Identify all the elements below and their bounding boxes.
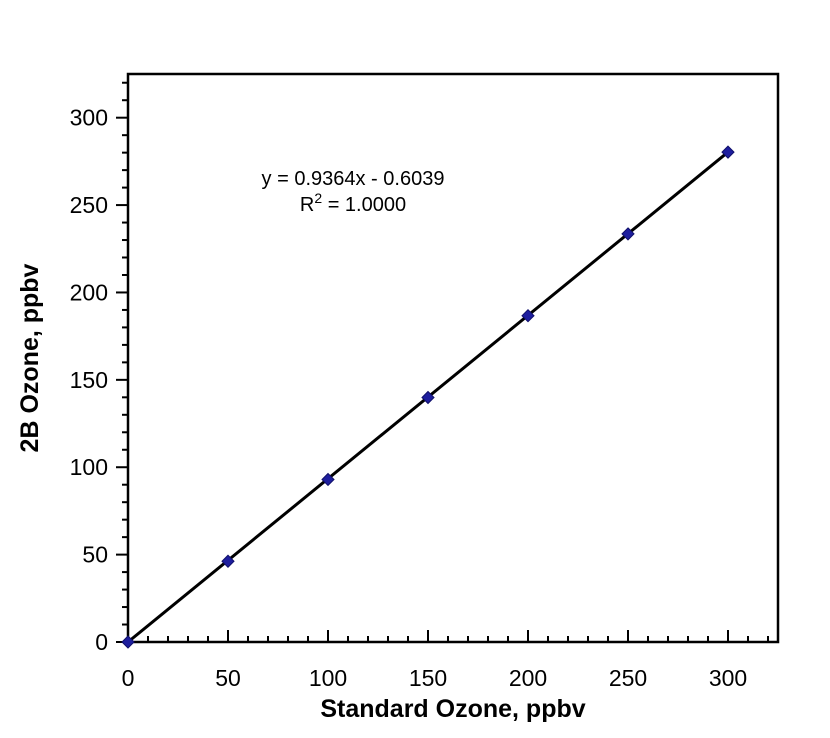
y-tick-label: 100 bbox=[70, 454, 108, 480]
x-tick-label: 300 bbox=[709, 665, 747, 691]
plot-frame bbox=[126, 72, 780, 644]
x-tick-label: 0 bbox=[122, 665, 135, 691]
x-axis-title: Standard Ozone, ppbv bbox=[320, 695, 585, 723]
y-axis-title: 2B Ozone, ppbv bbox=[16, 263, 44, 452]
r-squared-label: R2 = 1.0000 bbox=[300, 190, 406, 216]
x-tick-label: 200 bbox=[509, 665, 547, 691]
y-tick-labels: 0 50 100 150 200 250 300 bbox=[70, 105, 108, 655]
y-tick-label: 150 bbox=[70, 367, 108, 393]
x-tick-labels: 0 50 100 150 200 250 300 bbox=[122, 665, 748, 691]
x-tick-label: 50 bbox=[215, 665, 241, 691]
x-tick-label: 250 bbox=[609, 665, 647, 691]
data-point bbox=[321, 472, 335, 487]
y-tick-label: 250 bbox=[70, 192, 108, 218]
data-point bbox=[721, 145, 735, 159]
data-point bbox=[421, 390, 435, 405]
data-point bbox=[221, 554, 235, 568]
data-point bbox=[121, 635, 135, 649]
data-point bbox=[521, 308, 535, 323]
x-tick-label: 150 bbox=[409, 665, 447, 691]
data-points bbox=[121, 145, 735, 649]
y-tick-label: 0 bbox=[95, 629, 108, 655]
data-point bbox=[621, 227, 635, 241]
y-tick-label: 200 bbox=[70, 279, 108, 305]
x-tick-label: 100 bbox=[309, 665, 347, 691]
y-tick-label: 300 bbox=[70, 105, 108, 131]
y-tick-label: 50 bbox=[82, 542, 108, 568]
equation-label: y = 0.9364x - 0.6039 bbox=[262, 168, 445, 190]
